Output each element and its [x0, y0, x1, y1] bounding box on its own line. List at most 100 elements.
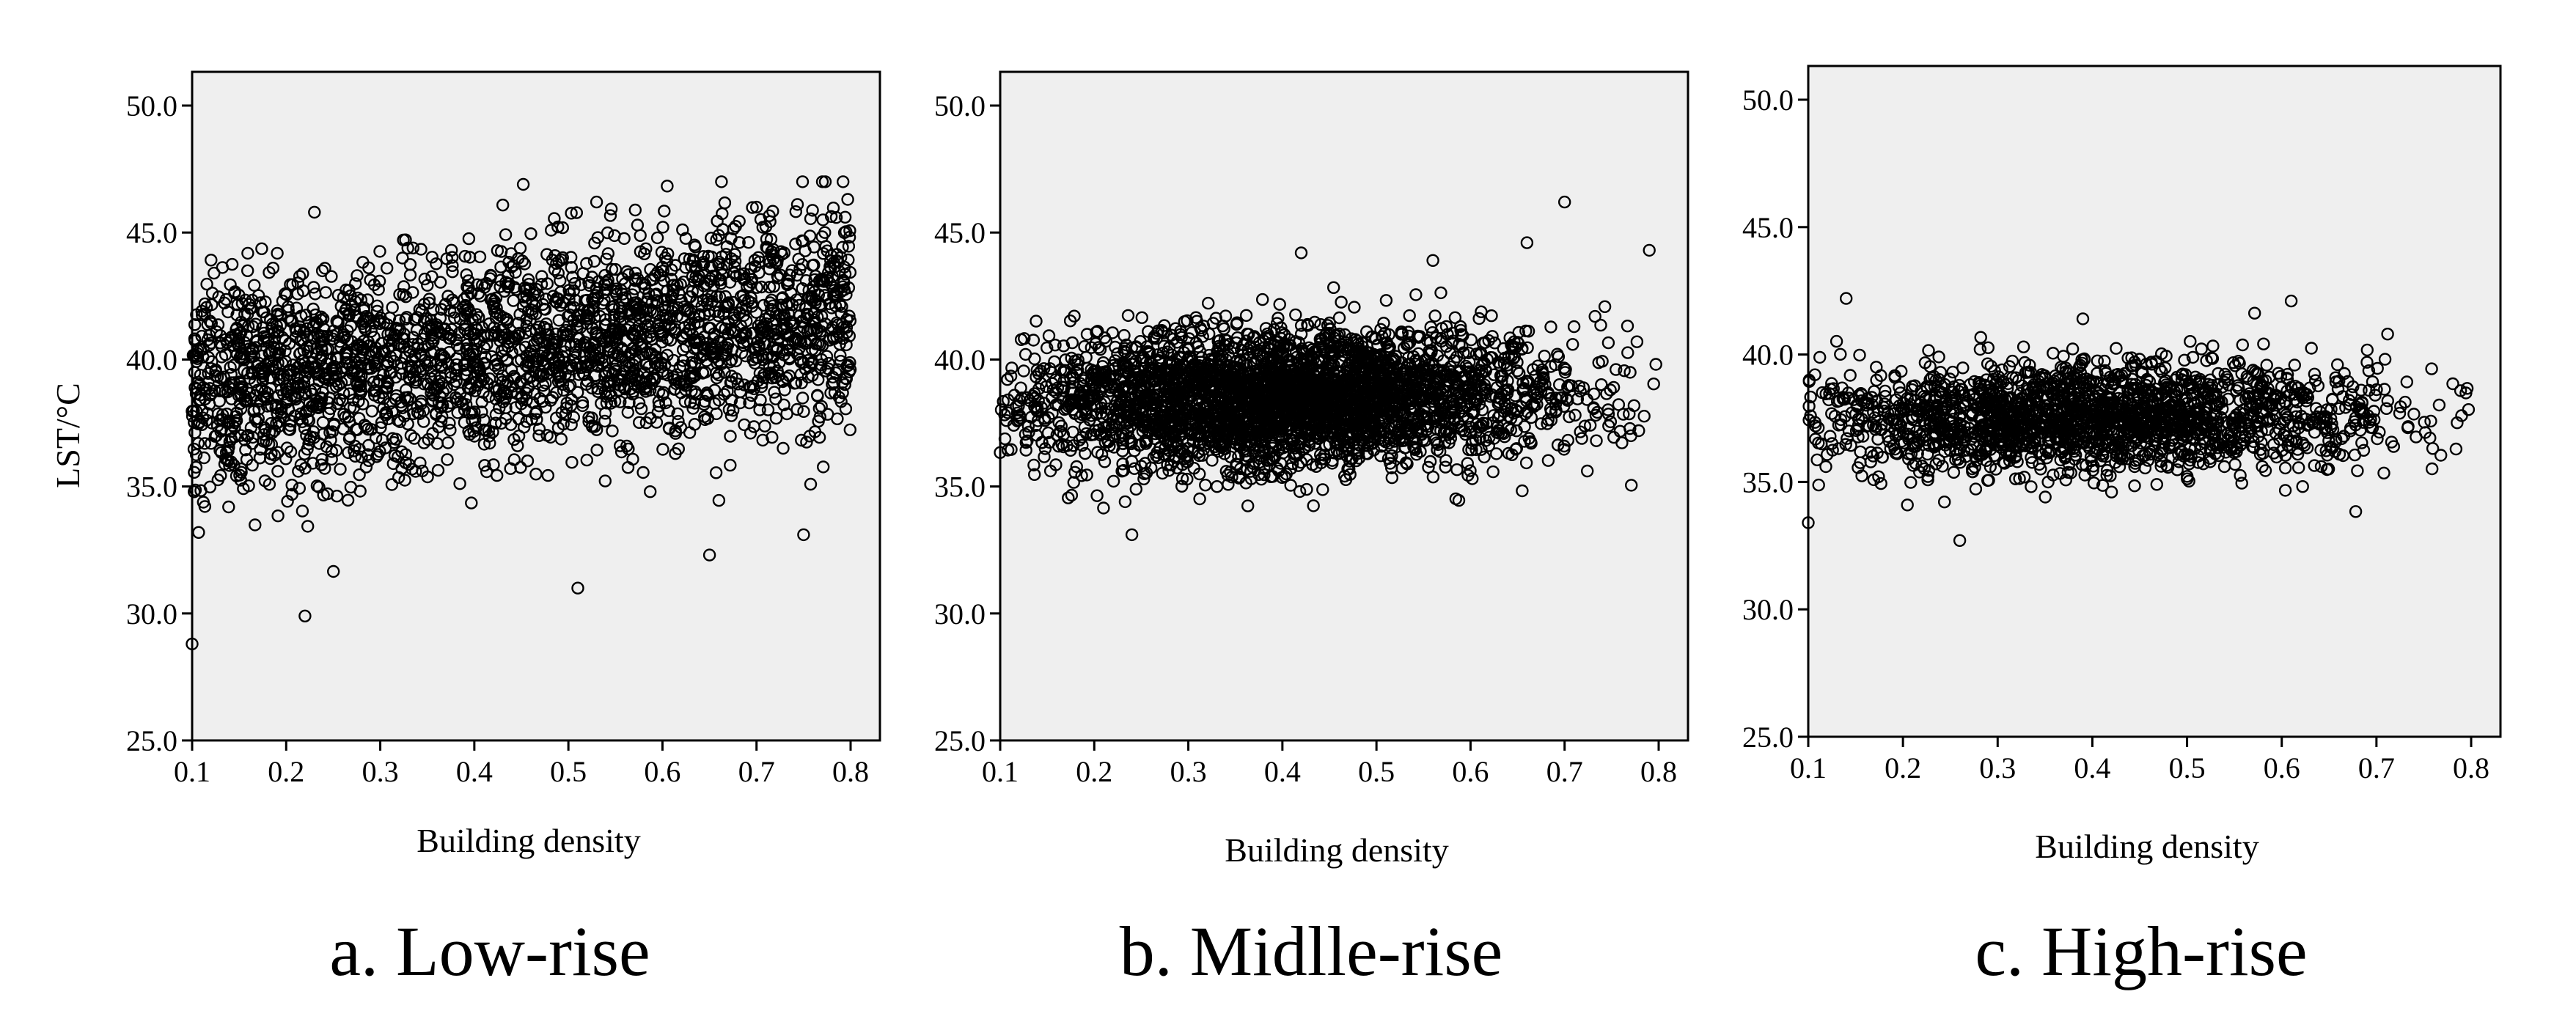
data-point — [1522, 325, 1535, 338]
data-point — [365, 405, 378, 418]
data-point — [305, 387, 319, 401]
data-point — [309, 287, 322, 301]
data-point — [656, 221, 669, 234]
data-point — [449, 375, 463, 388]
data-point — [210, 325, 223, 338]
panel-low-rise: 25.030.035.040.045.050.00.1 0.2 0.3 0.4 0.5 0… — [49, 70, 881, 990]
data-point — [579, 336, 592, 349]
data-point — [200, 301, 213, 314]
data-point — [192, 526, 205, 539]
data-point — [493, 309, 507, 323]
data-point — [598, 268, 612, 282]
data-point — [638, 278, 652, 291]
data-point — [434, 353, 448, 367]
data-point — [590, 444, 603, 457]
data-point — [818, 226, 832, 239]
data-point — [515, 391, 529, 405]
data-point — [264, 382, 277, 395]
data-point — [722, 403, 736, 416]
data-point — [843, 329, 856, 342]
data-point — [404, 429, 418, 442]
data-point — [566, 271, 579, 284]
data-point — [574, 278, 587, 292]
data-point — [588, 236, 601, 250]
data-point — [444, 366, 458, 379]
data-point — [580, 453, 593, 467]
data-point — [673, 361, 686, 374]
data-point — [354, 350, 368, 364]
data-point — [543, 362, 556, 376]
data-point — [330, 490, 344, 503]
data-point — [803, 430, 817, 443]
data-point — [744, 262, 757, 275]
data-point — [271, 246, 284, 260]
scatter-points — [994, 195, 1662, 542]
data-point — [274, 406, 288, 419]
data-point — [311, 328, 324, 341]
data-point — [472, 311, 485, 324]
data-point — [634, 402, 648, 416]
data-point — [301, 413, 315, 426]
data-point — [1332, 311, 1346, 325]
data-point — [254, 364, 268, 378]
data-point — [652, 385, 666, 399]
data-point — [830, 248, 844, 261]
data-point — [308, 205, 321, 219]
data-point — [607, 375, 620, 388]
data-point — [246, 430, 260, 444]
data-point — [286, 358, 300, 372]
data-point — [438, 298, 452, 311]
data-point — [520, 289, 533, 302]
data-point — [311, 400, 324, 414]
data-point — [478, 459, 491, 472]
data-point — [468, 430, 481, 443]
data-point — [685, 384, 698, 398]
data-point — [426, 394, 439, 408]
data-point — [1621, 320, 1634, 333]
data-point — [425, 386, 438, 400]
data-point — [351, 310, 364, 323]
data-point — [551, 266, 565, 280]
data-point — [724, 458, 737, 472]
data-point — [322, 396, 335, 409]
data-point — [665, 263, 678, 276]
data-point — [556, 221, 569, 235]
data-point — [339, 411, 352, 424]
data-point — [398, 474, 411, 487]
y-tick-label: 30.0 — [126, 597, 177, 630]
data-point — [186, 637, 199, 651]
data-point — [659, 396, 672, 410]
data-point — [216, 261, 230, 274]
data-point — [362, 422, 375, 436]
data-point — [348, 439, 362, 453]
data-point — [374, 421, 387, 434]
data-point — [279, 452, 293, 466]
data-point — [708, 350, 722, 364]
data-point — [438, 322, 452, 335]
data-point — [266, 262, 280, 275]
data-point — [749, 350, 763, 364]
data-point — [341, 493, 355, 507]
data-point — [272, 415, 285, 429]
data-point — [224, 278, 237, 292]
data-point — [1192, 467, 1206, 481]
data-point — [609, 262, 623, 276]
data-point — [603, 209, 617, 222]
data-point — [191, 417, 205, 430]
data-point — [1601, 336, 1615, 350]
data-point — [795, 376, 808, 389]
data-point — [715, 175, 728, 188]
data-point — [812, 402, 826, 415]
data-point — [518, 340, 532, 354]
data-point — [496, 199, 510, 212]
data-point — [507, 294, 520, 307]
data-point — [271, 465, 285, 478]
data-point — [548, 212, 561, 225]
data-point — [698, 413, 712, 427]
data-point — [577, 349, 591, 362]
data-point — [249, 317, 263, 331]
data-point — [557, 383, 570, 397]
data-point — [617, 382, 631, 395]
data-point — [312, 367, 326, 380]
data-point — [241, 246, 254, 260]
